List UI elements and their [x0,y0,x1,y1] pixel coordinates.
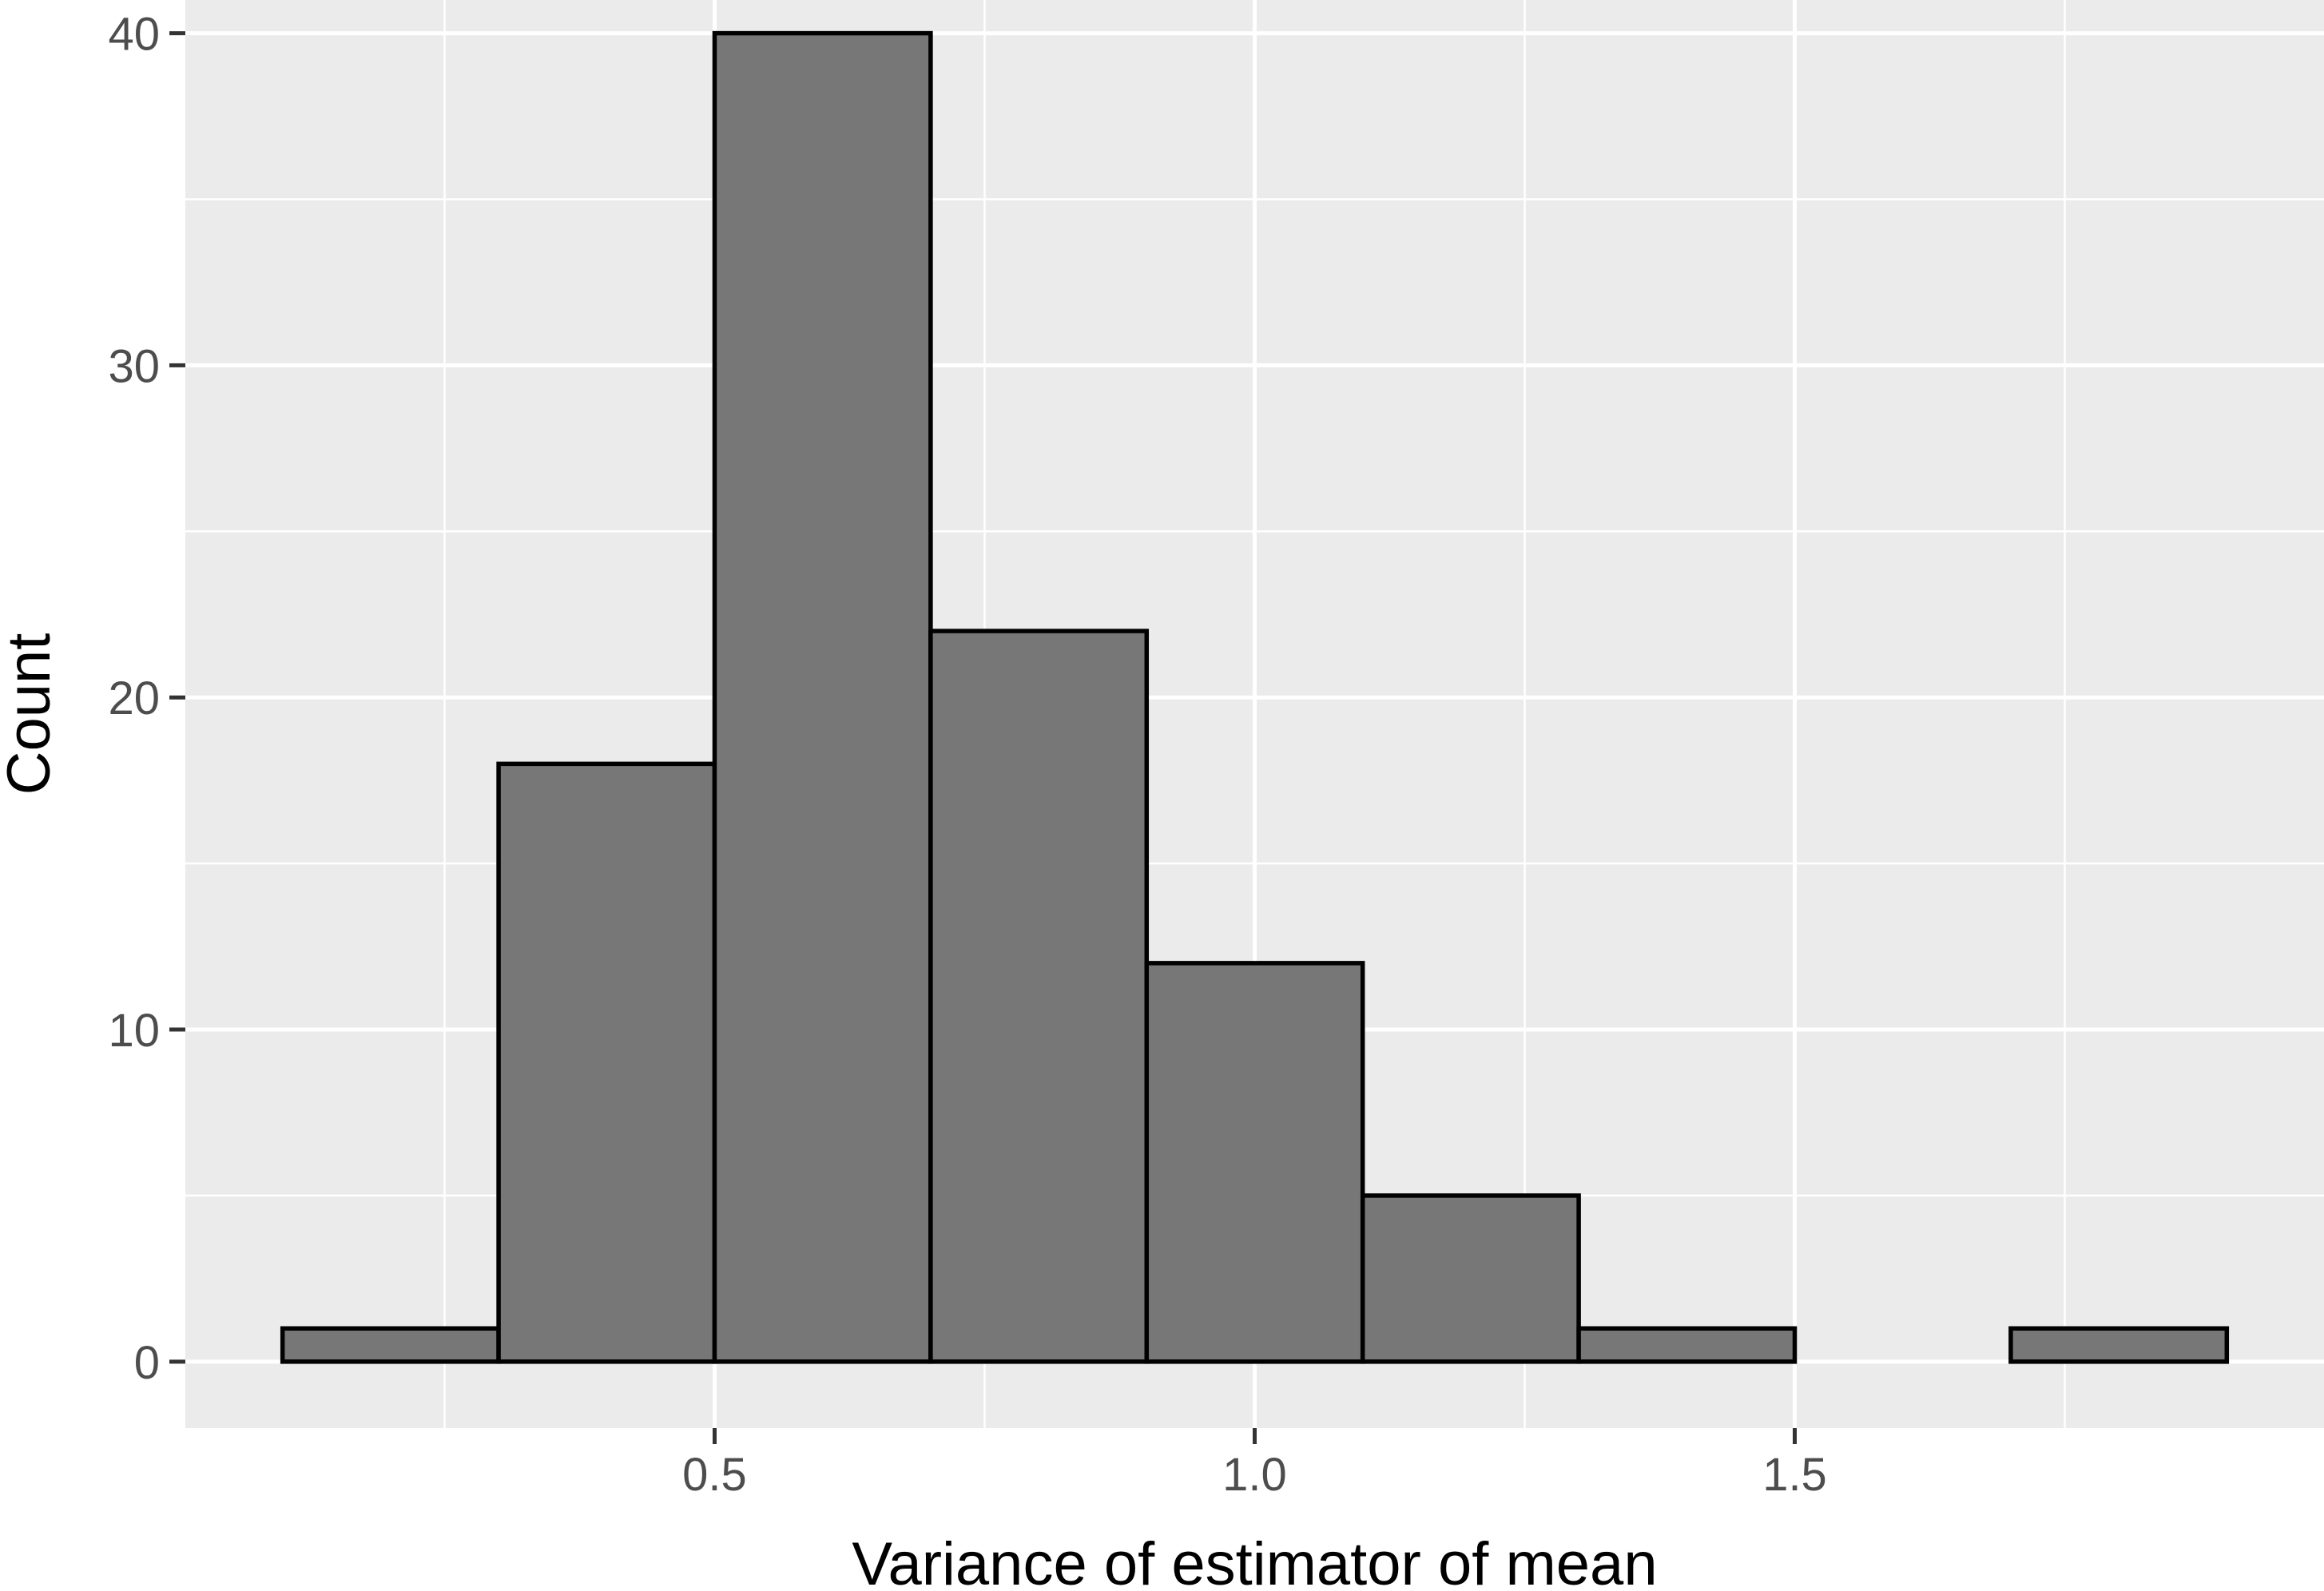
x-axis-title: Variance of estimator of mean [852,1530,1657,1591]
y-tick-label: 10 [108,1005,160,1057]
histogram-bar [496,761,717,1364]
histogram-bar [2008,1326,2230,1364]
y-tick-label: 20 [108,673,160,724]
histogram-bar [928,629,1150,1364]
histogram-bar [1576,1326,1798,1364]
histogram-bar [712,30,933,1364]
histogram-bar [1144,961,1365,1364]
histogram-bar [280,1326,501,1364]
y-tick-label: 0 [134,1337,160,1389]
histogram-bar [1360,1193,1581,1364]
y-tick-label: 30 [108,340,160,392]
histogram-bars [280,30,2230,1364]
x-tick-label: 0.5 [682,1449,747,1501]
x-axis: 0.5 1.0 1.5 [682,1428,1827,1501]
y-axis-title: Count [0,633,63,796]
y-axis: 0 10 20 30 40 [108,9,185,1389]
x-tick-label: 1.0 [1222,1449,1287,1501]
y-tick-label: 40 [108,9,160,61]
x-tick-label: 1.5 [1762,1449,1827,1501]
